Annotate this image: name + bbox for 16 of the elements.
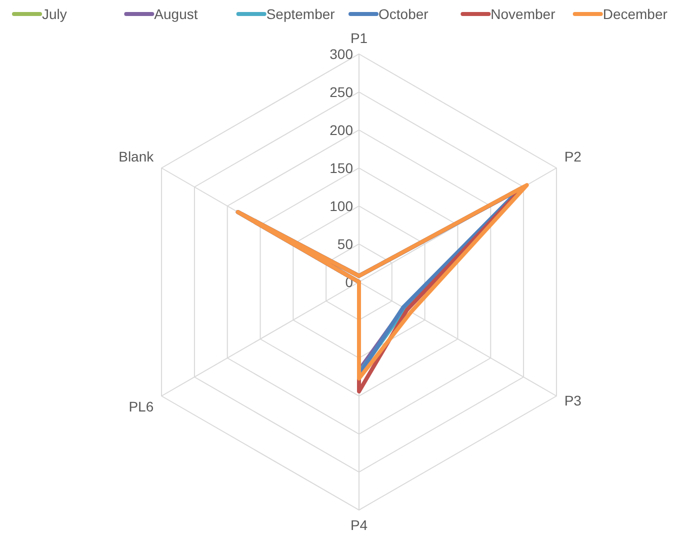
legend-label: September: [266, 6, 336, 22]
legend-label: August: [154, 6, 198, 22]
spoke-label: P3: [564, 392, 582, 409]
spoke-label: P4: [350, 517, 368, 534]
y-tick-label: 200: [330, 122, 354, 138]
y-tick-label: 300: [330, 46, 354, 62]
legend-label: November: [490, 6, 556, 22]
legend-label: October: [378, 6, 429, 22]
y-tick-label: 250: [330, 84, 354, 100]
spoke-label: Blank: [118, 148, 155, 164]
y-tick-label: 150: [330, 160, 354, 176]
spoke-label: PL6: [128, 398, 154, 415]
legend-label: December: [602, 6, 668, 22]
spoke-label: P2: [564, 148, 582, 164]
legend-label: July: [42, 6, 67, 22]
spoke-label: P1: [350, 30, 368, 46]
